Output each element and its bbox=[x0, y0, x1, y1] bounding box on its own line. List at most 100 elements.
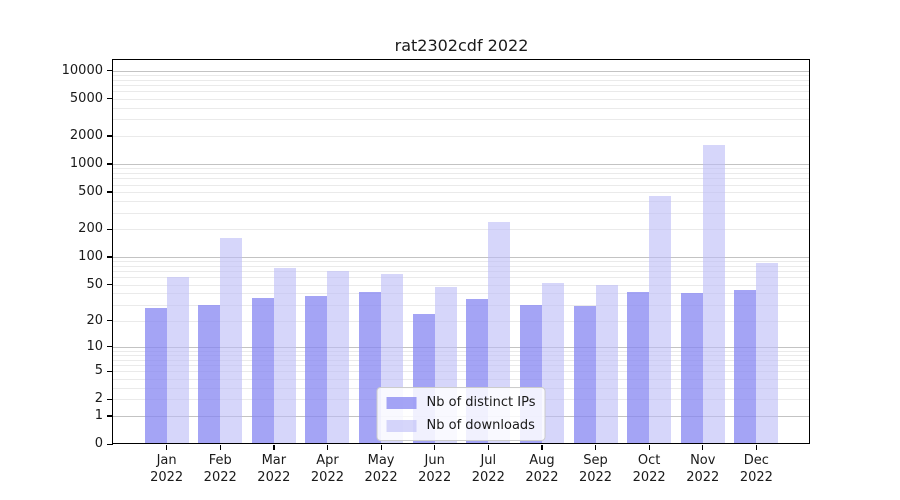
y-tick-label: 5000 bbox=[69, 90, 103, 106]
x-tick-mark bbox=[487, 445, 489, 450]
bar-distinct-ips bbox=[251, 297, 274, 444]
x-tick-label: May 2022 bbox=[349, 452, 413, 486]
x-tick-year: 2022 bbox=[632, 470, 666, 485]
bar-distinct-ips bbox=[680, 293, 703, 444]
bar-distinct-ips bbox=[573, 306, 596, 444]
bar-downloads bbox=[166, 277, 189, 444]
y-tick-mark bbox=[107, 228, 113, 230]
x-tick-label: Oct 2022 bbox=[617, 452, 681, 486]
y-tick-mark bbox=[107, 370, 113, 373]
x-tick-year: 2022 bbox=[686, 470, 720, 485]
minor-gridline bbox=[113, 371, 810, 373]
legend: Nb of distinct IPs Nb of downloads bbox=[376, 387, 546, 441]
x-tick-mark bbox=[755, 445, 758, 450]
x-tick-year: 2022 bbox=[257, 470, 291, 485]
y-tick-label: 50 bbox=[86, 276, 103, 292]
x-tick-month: Feb bbox=[208, 453, 232, 468]
x-tick-month: Apr bbox=[316, 453, 339, 468]
x-tick-year: 2022 bbox=[525, 470, 559, 485]
x-tick-year: 2022 bbox=[310, 470, 344, 485]
bar-downloads bbox=[220, 238, 243, 444]
bar-distinct-ips bbox=[198, 304, 221, 444]
minor-gridline bbox=[113, 229, 810, 231]
x-tick-label: Nov 2022 bbox=[671, 452, 735, 486]
minor-gridline bbox=[113, 277, 810, 279]
y-tick-label: 500 bbox=[78, 183, 103, 199]
x-tick-mark bbox=[434, 445, 436, 450]
x-tick-year: 2022 bbox=[578, 470, 613, 485]
major-gridline bbox=[113, 163, 810, 165]
x-tick-month: Sep bbox=[583, 453, 608, 468]
x-tick-mark bbox=[595, 445, 597, 450]
y-tick-mark bbox=[107, 398, 113, 401]
legend-swatch-downloads-icon bbox=[386, 419, 417, 432]
minor-gridline bbox=[113, 212, 810, 214]
minor-gridline bbox=[113, 168, 810, 170]
x-tick-month: Jun bbox=[424, 453, 445, 468]
minor-gridline bbox=[113, 265, 810, 267]
bar-distinct-ips bbox=[734, 289, 757, 444]
x-tick-year: 2022 bbox=[150, 470, 184, 485]
x-tick-year: 2022 bbox=[364, 470, 398, 485]
minor-gridline bbox=[113, 365, 810, 367]
bar-downloads bbox=[649, 196, 672, 444]
major-gridline bbox=[113, 70, 810, 72]
y-tick-mark bbox=[107, 135, 113, 137]
x-tick-month: Oct bbox=[637, 453, 661, 468]
minor-gridline bbox=[113, 184, 810, 186]
legend-label-distinct-ips: Nb of distinct IPs bbox=[426, 395, 536, 410]
x-tick-mark bbox=[702, 445, 704, 450]
y-tick-label: 1 bbox=[94, 407, 103, 423]
y-tick-mark bbox=[107, 346, 113, 348]
x-tick-mark bbox=[273, 445, 275, 450]
bar-distinct-ips bbox=[359, 291, 382, 444]
x-tick-month: Mar bbox=[261, 453, 287, 468]
minor-gridline bbox=[113, 74, 810, 76]
minor-gridline bbox=[113, 293, 810, 295]
minor-gridline bbox=[113, 320, 810, 322]
minor-gridline bbox=[113, 79, 810, 81]
minor-gridline bbox=[113, 284, 810, 286]
x-tick-label: Dec 2022 bbox=[724, 452, 788, 486]
y-tick-mark bbox=[107, 256, 113, 258]
legend-item-distinct-ips: Nb of distinct IPs bbox=[386, 395, 536, 410]
bar-downloads bbox=[273, 268, 296, 444]
minor-gridline bbox=[113, 107, 810, 109]
x-tick-label: Apr 2022 bbox=[295, 452, 359, 486]
minor-gridline bbox=[113, 178, 810, 180]
x-tick-year: 2022 bbox=[471, 470, 505, 485]
x-tick-month: Aug bbox=[529, 453, 555, 468]
y-tick-label: 0 bbox=[94, 436, 103, 451]
bar-downloads bbox=[756, 263, 779, 444]
bar-distinct-ips bbox=[305, 295, 328, 444]
x-tick-label: Feb 2022 bbox=[188, 452, 252, 486]
bar-downloads bbox=[327, 271, 350, 444]
x-tick-mark bbox=[326, 445, 329, 450]
y-tick-label: 100 bbox=[78, 248, 103, 264]
y-tick-label: 1000 bbox=[69, 155, 103, 171]
plot-area bbox=[113, 60, 810, 444]
y-tick-label: 2 bbox=[94, 391, 103, 407]
y-tick-label: 10 bbox=[86, 338, 103, 354]
x-tick-label: Mar 2022 bbox=[242, 452, 306, 486]
y-tick-mark bbox=[107, 415, 113, 417]
minor-gridline bbox=[113, 359, 810, 361]
major-gridline bbox=[113, 256, 810, 258]
y-tick-mark bbox=[107, 163, 113, 165]
legend-item-downloads: Nb of downloads bbox=[386, 418, 536, 433]
x-tick-month: Jul bbox=[480, 453, 497, 468]
y-tick-label: 20 bbox=[86, 312, 103, 328]
minor-gridline bbox=[113, 91, 810, 93]
bar-distinct-ips bbox=[144, 307, 167, 444]
x-tick-month: Jan bbox=[156, 453, 177, 468]
minor-gridline bbox=[113, 98, 810, 100]
x-tick-year: 2022 bbox=[203, 470, 237, 485]
x-tick-month: May bbox=[367, 453, 395, 468]
y-tick-mark bbox=[107, 191, 113, 193]
legend-swatch-distinct-ips-icon bbox=[386, 396, 417, 409]
bar-downloads bbox=[541, 283, 564, 444]
bar-downloads bbox=[702, 144, 725, 444]
minor-gridline bbox=[113, 201, 810, 203]
x-tick-mark bbox=[219, 445, 221, 450]
